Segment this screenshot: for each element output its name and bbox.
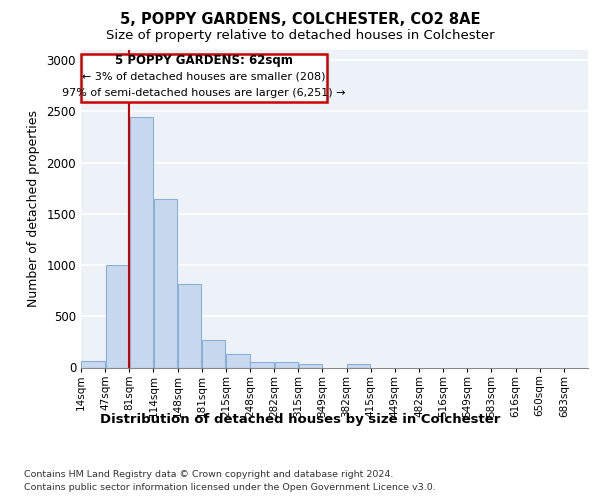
Bar [347, 364, 370, 368]
Text: Distribution of detached houses by size in Colchester: Distribution of detached houses by size … [100, 412, 500, 426]
Text: Contains public sector information licensed under the Open Government Licence v3: Contains public sector information licen… [24, 484, 436, 492]
Bar [154, 198, 177, 368]
Text: ← 3% of detached houses are smaller (208): ← 3% of detached houses are smaller (208… [82, 72, 326, 82]
Bar [81, 54, 327, 102]
Bar [299, 364, 322, 368]
Text: 97% of semi-detached houses are larger (6,251) →: 97% of semi-detached houses are larger (… [62, 88, 346, 98]
Y-axis label: Number of detached properties: Number of detached properties [26, 110, 40, 307]
Bar [178, 284, 202, 368]
Bar [130, 116, 153, 368]
Bar [106, 265, 129, 368]
Bar [275, 362, 298, 368]
Bar [202, 340, 226, 367]
Text: Size of property relative to detached houses in Colchester: Size of property relative to detached ho… [106, 29, 494, 42]
Bar [226, 354, 250, 368]
Bar [250, 362, 274, 368]
Text: Contains HM Land Registry data © Crown copyright and database right 2024.: Contains HM Land Registry data © Crown c… [24, 470, 394, 479]
Bar [82, 362, 105, 368]
Text: 5, POPPY GARDENS, COLCHESTER, CO2 8AE: 5, POPPY GARDENS, COLCHESTER, CO2 8AE [120, 12, 480, 28]
Text: 5 POPPY GARDENS: 62sqm: 5 POPPY GARDENS: 62sqm [115, 54, 293, 67]
